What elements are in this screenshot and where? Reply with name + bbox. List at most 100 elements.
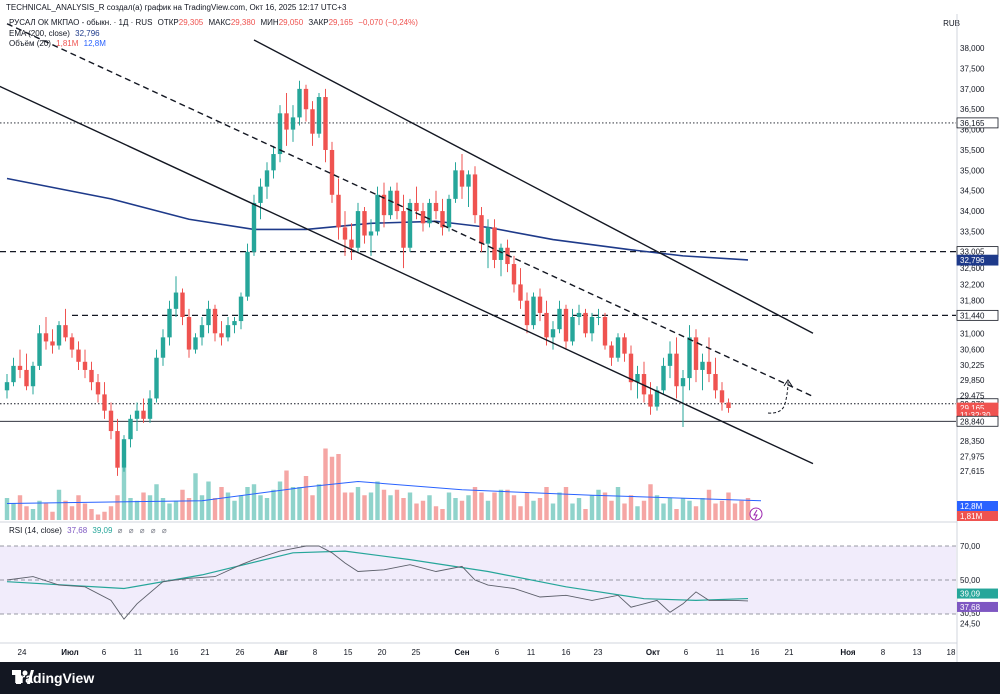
volume-bar [17,495,23,520]
close-label: ЗАКР [308,18,329,27]
volume-bar [726,492,731,520]
candle-body [297,88,302,118]
volume-axis-box [957,511,998,521]
rsi-settings-icon[interactable]: ⌀ ⌀ ⌀ ⌀ ⌀ [117,526,169,535]
price-tick: 37,000 [960,85,985,94]
ema-legend[interactable]: EMA (200, close) 32,796 [9,29,100,38]
volume-bar [82,503,88,520]
tradingview-logo[interactable]: TradingView [12,670,94,686]
volume-bar [531,500,536,520]
candle-body [667,353,673,366]
channel-line-upper [253,39,814,334]
volume-bar [381,489,387,520]
candle-body [225,325,231,338]
candle-body [381,194,387,216]
candle-body [420,211,426,224]
rsi-lines [0,545,957,620]
volume-bar [446,492,452,520]
time-tick: 16 [751,648,760,657]
volume-bar [50,511,55,520]
candle-body [544,312,549,338]
rsi-axis-label: 39,09 [960,590,981,599]
rsi-ma-line [6,550,749,602]
volume-bar [4,498,10,520]
lightning-icon[interactable] [749,507,763,521]
candle-body [186,316,192,350]
channel-line-lower [0,85,814,465]
candle-body [492,227,497,260]
channel-lines[interactable] [0,23,814,465]
time-tick: Ноя [840,648,856,657]
price-tick: 27,615 [960,467,985,476]
candle-body [76,349,81,362]
candle-body [524,300,530,326]
volume-bar [128,498,133,520]
time-tick: 8 [881,648,886,657]
candle-body [440,211,445,228]
volume-axis-box [957,501,998,511]
candle-body [108,410,114,432]
candle-body [713,374,718,391]
candle-body [323,97,328,150]
candle-body [82,361,88,370]
candle-body [368,231,374,236]
time-tick: Июл [61,648,78,657]
rsi-legend[interactable]: RSI (14, close) 37,68 39,09 ⌀ ⌀ ⌀ ⌀ ⌀ [9,526,169,535]
candle-body [459,170,465,187]
time-tick: 21 [201,648,210,657]
candle-body [693,337,699,370]
volume-bar [232,500,237,520]
time-tick: 26 [236,648,245,657]
volume-bar [524,492,530,520]
volume-bar [160,498,166,520]
open-label: ОТКР [157,18,179,27]
time-tick: 18 [947,648,956,657]
volume-bar [368,492,374,520]
candle-body [706,361,712,375]
volume-bar [24,506,29,520]
volume-bar [225,492,231,520]
volume-bar [186,498,192,520]
volume-bar [414,503,419,520]
time-axis[interactable]: 24 Июл 6 11 16 21 26 Авг 8 15 20 25 Сен 6 11 16 23 Окт 6 11… [18,648,956,657]
volume-bar [537,498,543,520]
candle-body [609,345,614,358]
volume-bar [167,503,172,520]
time-tick: 20 [378,648,387,657]
price-tick: 32,200 [960,280,985,289]
volume-bar [206,481,211,520]
volume-bar [713,503,718,520]
candle-body [349,239,354,248]
tradingview-logo-icon [12,670,34,684]
price-label-text: 36,165 [960,119,985,128]
candle-body [43,333,49,342]
symbol-legend: РУСАЛ ОК МКПАО - обыкн. · 1Д · RUS ОТКР2… [9,18,418,27]
volume-bar [147,495,153,520]
volume-bar [212,498,218,520]
candle-body [446,198,452,228]
volume-bar [602,492,608,520]
volume-bar [453,498,458,520]
candle-body [128,418,133,440]
volume-bar [407,492,413,520]
candle-body [479,215,484,244]
volume-bar [518,506,523,520]
volume-bar [362,495,367,520]
close-value: 29,165 [328,18,354,27]
volume-legend[interactable]: Объём (20) 1,81M 12,8M [9,39,106,48]
currency-label: RUB [943,19,960,28]
price-axis[interactable]: 38,000 37,500 37,000 36,500 36,000 35,500 35,0… [960,44,985,628]
candle-body [635,374,640,383]
volume-bar [427,495,432,520]
volume-bar [37,500,42,520]
price-labels: 36,16533,00532,79631,44029,27029,16511:3… [956,117,999,612]
candle-body [719,390,725,403]
time-tick: 11 [527,648,536,657]
candle-body [427,202,432,224]
candle-body [407,202,413,248]
rsi-tick: 24,50 [960,619,981,628]
time-tick: 8 [313,648,318,657]
volume-bar [654,495,660,520]
candle-body [206,308,211,326]
